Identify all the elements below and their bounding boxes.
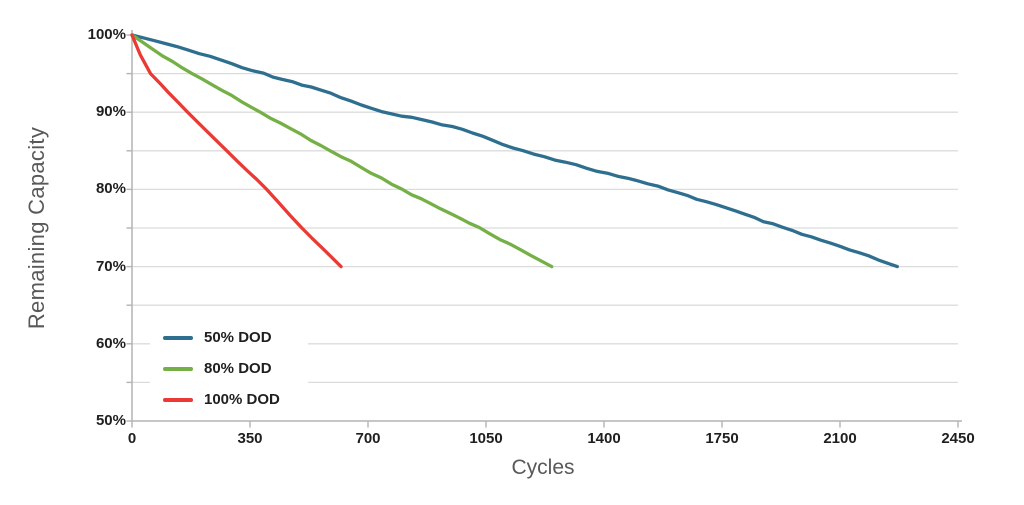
legend-label-50-dod: 50% DOD (204, 329, 272, 346)
y-tick-label: 60% (95, 334, 126, 352)
series-line-80-dod (130, 33, 554, 269)
series-line-50-dod (130, 33, 899, 269)
legend-swatch-100-dod (163, 397, 193, 402)
legend-swatch-80-dod (163, 366, 193, 371)
legend: 50% DOD 80% DOD 100% DOD (150, 322, 308, 415)
x-tick-label: 1400 (587, 430, 621, 447)
x-tick-label: 350 (237, 430, 263, 447)
legend-swatch-50-dod (163, 335, 193, 340)
series-line-100-dod (130, 33, 343, 269)
y-tick-label: 100% (87, 26, 126, 43)
y-tick-label: 70% (95, 257, 126, 275)
legend-label-100-dod: 100% DOD (204, 391, 280, 408)
x-tick-label: 2450 (941, 430, 975, 447)
x-axis-title: Cycles (511, 456, 575, 479)
x-tick-label: 700 (355, 430, 381, 447)
legend-item-80-dod: 80% DOD (150, 353, 308, 384)
legend-label-80-dod: 80% DOD (204, 360, 272, 377)
x-tick-label: 2100 (823, 430, 857, 447)
legend-item-100-dod: 100% DOD (150, 384, 308, 415)
legend-item-50-dod: 50% DOD (150, 322, 308, 353)
x-tick-label: 0 (127, 430, 137, 447)
x-tick-label: 1050 (469, 430, 503, 447)
y-tick-label: 50% (95, 412, 126, 429)
x-tick-label: 1750 (705, 430, 739, 447)
axis-lines (131, 30, 962, 422)
y-tick-label: 90% (95, 103, 126, 121)
y-tick-label: 80% (95, 180, 126, 198)
y-axis-title: Remaining Capacity (24, 126, 49, 330)
